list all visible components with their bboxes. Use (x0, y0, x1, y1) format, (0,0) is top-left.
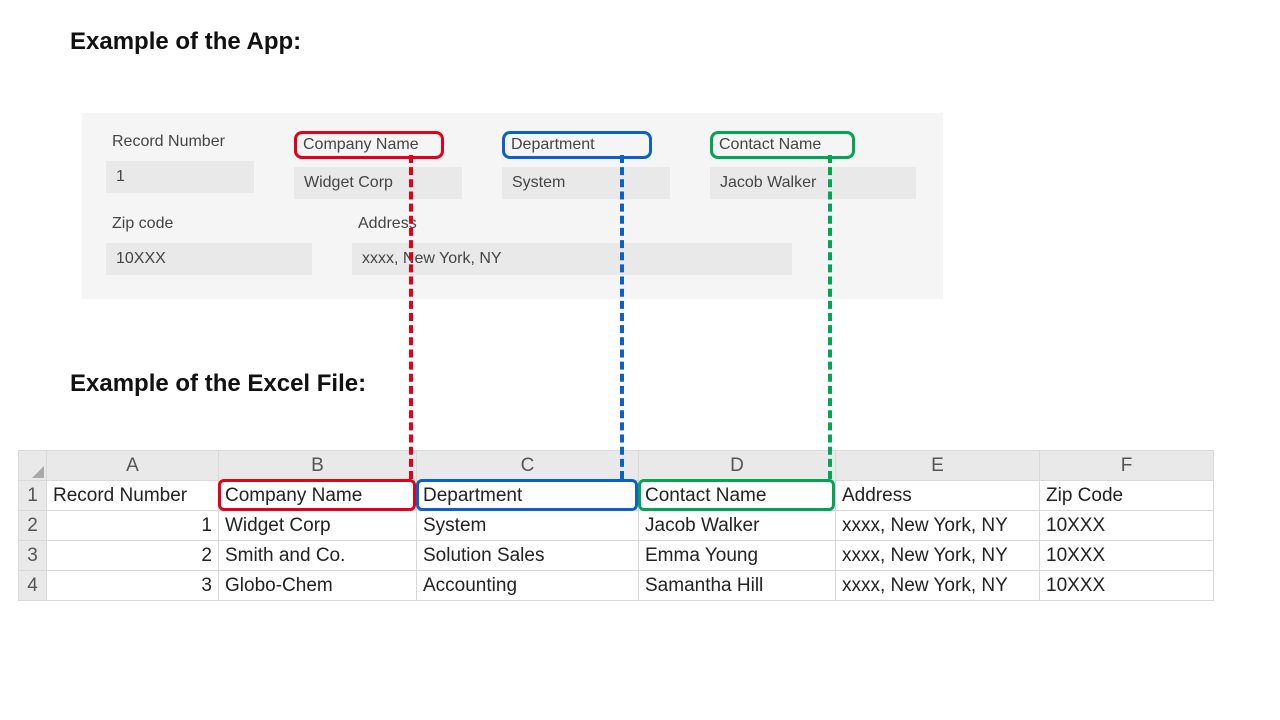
connector-line (409, 155, 413, 479)
field-value: Jacob Walker (710, 167, 916, 199)
row-number[interactable]: 4 (19, 571, 47, 601)
field-value: 10XXX (106, 243, 312, 275)
field-value: xxxx, New York, NY (352, 243, 792, 275)
header-cell[interactable]: Address (836, 481, 1040, 511)
form-field: Zip code 10XXX (106, 213, 312, 275)
heading-app: Example of the App: (70, 28, 301, 56)
field-label: Department (502, 131, 652, 159)
header-cell[interactable]: Record Number (47, 481, 219, 511)
table-cell[interactable]: 10XXX (1040, 571, 1214, 601)
header-cell[interactable]: Department (417, 481, 639, 511)
field-label: Zip code (106, 213, 206, 235)
column-letter[interactable]: C (417, 451, 639, 481)
header-cell[interactable]: Zip Code (1040, 481, 1214, 511)
field-label: Company Name (294, 131, 444, 159)
table-cell[interactable]: Solution Sales (417, 541, 639, 571)
heading-excel: Example of the Excel File: (70, 368, 366, 399)
table-cell[interactable]: Widget Corp (219, 511, 417, 541)
column-letter[interactable]: A (47, 451, 219, 481)
table-cell[interactable]: Globo-Chem (219, 571, 417, 601)
field-label: Record Number (106, 131, 234, 153)
form-field: Company Name Widget Corp (294, 131, 462, 199)
table-cell[interactable]: 3 (47, 571, 219, 601)
field-label: Contact Name (710, 131, 855, 159)
table-cell[interactable]: 10XXX (1040, 511, 1214, 541)
field-value: System (502, 167, 670, 199)
app-row-2: Zip code 10XXX Address xxxx, New York, NY (106, 213, 919, 275)
table-cell[interactable]: 2 (47, 541, 219, 571)
connector-line (620, 155, 624, 479)
row-number[interactable]: 2 (19, 511, 47, 541)
table-cell[interactable]: Accounting (417, 571, 639, 601)
table-cell[interactable]: 10XXX (1040, 541, 1214, 571)
table-cell[interactable]: Smith and Co. (219, 541, 417, 571)
app-form-panel: Record Number 1 Company Name Widget Corp Dep… (82, 113, 943, 299)
select-all-corner[interactable] (19, 451, 47, 481)
form-field: Address xxxx, New York, NY (352, 213, 792, 275)
table-cell[interactable]: Emma Young (639, 541, 836, 571)
header-cell[interactable]: Contact Name (639, 481, 836, 511)
table-cell[interactable]: Jacob Walker (639, 511, 836, 541)
header-cell[interactable]: Company Name (219, 481, 417, 511)
app-row-1: Record Number 1 Company Name Widget Corp Dep… (106, 131, 919, 199)
table-cell[interactable]: xxxx, New York, NY (836, 511, 1040, 541)
form-field: Record Number 1 (106, 131, 254, 199)
field-value: 1 (106, 161, 254, 193)
field-label: Address (352, 213, 452, 235)
row-number[interactable]: 1 (19, 481, 47, 511)
column-letter[interactable]: D (639, 451, 836, 481)
form-field: Contact Name Jacob Walker (710, 131, 916, 199)
excel-table: ABCDEF 1Record NumberCompany NameDepartme… (18, 450, 1214, 601)
table-cell[interactable]: System (417, 511, 639, 541)
row-number[interactable]: 3 (19, 541, 47, 571)
table-cell[interactable]: xxxx, New York, NY (836, 541, 1040, 571)
column-letter[interactable]: B (219, 451, 417, 481)
connector-line (828, 155, 832, 479)
table-cell[interactable]: xxxx, New York, NY (836, 571, 1040, 601)
form-field: Department System (502, 131, 670, 199)
column-letter[interactable]: E (836, 451, 1040, 481)
field-value: Widget Corp (294, 167, 462, 199)
table-cell[interactable]: Samantha Hill (639, 571, 836, 601)
table-cell[interactable]: 1 (47, 511, 219, 541)
column-letter[interactable]: F (1040, 451, 1214, 481)
